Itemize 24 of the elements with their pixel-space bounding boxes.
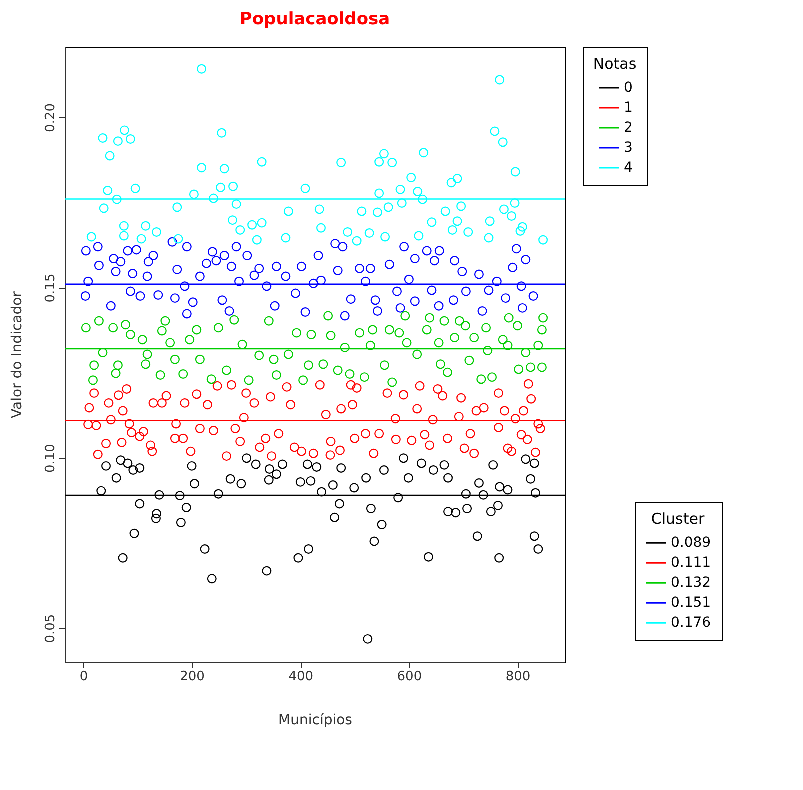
legend-label: 2	[624, 120, 633, 136]
x-tick-label: 600	[397, 670, 422, 684]
x-tick-label: 400	[288, 670, 314, 684]
y-tick-label: 0.05	[44, 614, 58, 644]
text: Cluster	[651, 510, 706, 528]
y-axis-title: Valor do Indicador	[10, 291, 26, 418]
x-axis-title: Municípios	[278, 712, 352, 728]
legend-label: 0.132	[671, 575, 712, 592]
x-tick-label: 800	[506, 670, 531, 684]
legend-label: 0	[624, 80, 633, 96]
x-tick-label: 200	[180, 670, 205, 684]
legend-label: 0.089	[671, 535, 712, 552]
y-tick-label: 0.10	[44, 444, 58, 473]
y-tick-label: 0.20	[44, 104, 58, 132]
y-tick-label: 0.15	[44, 274, 58, 303]
legend-label: 0.111	[671, 555, 712, 572]
legend-label: 0.176	[671, 615, 712, 632]
legend-title: Notas	[593, 55, 637, 73]
legend-label: 1	[624, 100, 633, 116]
chart-title: Populacaoldosa	[240, 10, 390, 30]
legend-label: 0.151	[671, 595, 712, 612]
legend-label: 4	[624, 160, 633, 176]
legend-label: 3	[624, 140, 633, 156]
x-tick-label: 0	[80, 670, 88, 684]
